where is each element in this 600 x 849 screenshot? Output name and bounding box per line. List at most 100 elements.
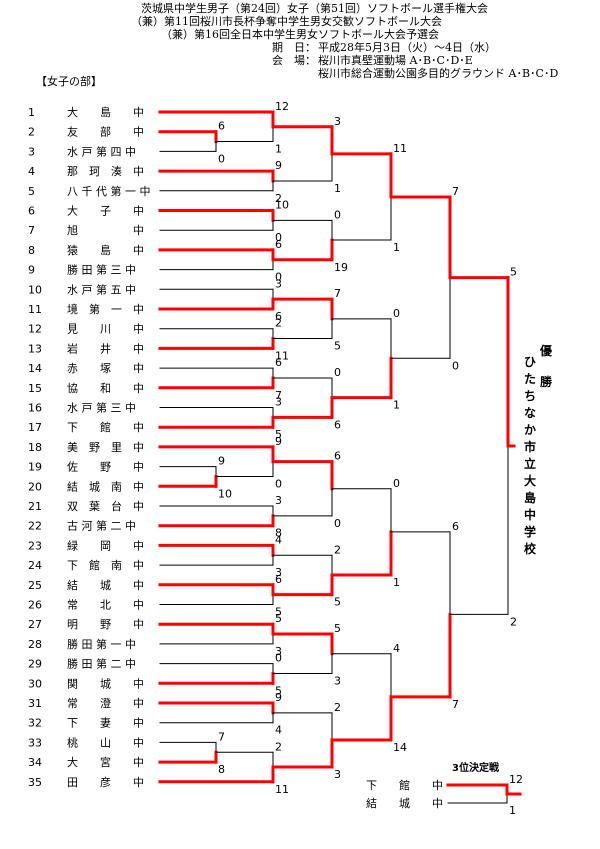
score-label: 1 [393, 399, 400, 412]
team-name: 水 戸 第 四 中 [67, 144, 136, 158]
third-place-team: 下 館 中 [366, 778, 443, 792]
team-number: 1 [28, 106, 35, 119]
team-name: 桃 山 中 [67, 735, 144, 749]
team-name: 佐 野 中 [67, 460, 144, 474]
score-label: 4 [275, 533, 282, 546]
team-number: 9 [28, 264, 35, 277]
score-label: 2 [275, 192, 282, 205]
team-number: 6 [28, 205, 35, 218]
score-label: 12 [275, 100, 289, 113]
score-label: 6 [275, 356, 282, 369]
score-label: 11 [393, 142, 407, 155]
score-label: 2 [334, 701, 341, 714]
team-name: 常 北 中 [67, 599, 144, 612]
team-number: 34 [28, 756, 42, 769]
team-name: 境 第 一 中 [67, 302, 144, 316]
score-label: 0 [218, 152, 225, 165]
score-label: 0 [393, 307, 400, 320]
team-number: 14 [28, 362, 42, 375]
team-name: 岩 井 中 [67, 341, 144, 355]
third-place-title: 3位決定戦 [452, 761, 500, 774]
score-label: 1 [509, 804, 516, 817]
champion-name-char: な [524, 406, 536, 420]
score-label: 9 [218, 455, 225, 468]
team-name: 水 戸 第 三 中 [67, 401, 136, 415]
score-label: 3 [334, 768, 341, 781]
team-number: 4 [28, 165, 35, 178]
team-number: 28 [28, 638, 42, 651]
team-name: 下 館 中 [67, 420, 144, 434]
score-label: 6 [275, 573, 282, 586]
score-label: 7 [218, 730, 225, 743]
team-number: 21 [28, 500, 42, 513]
score-label: 5 [510, 266, 517, 279]
score-label: 3 [334, 674, 341, 687]
score-label: 0 [393, 477, 400, 490]
period-value: 平成28年5月3日（火）～4日（水） [318, 41, 496, 54]
venue-line-2: 桜川市総合運動公園多目的グラウンド A･B･C･D [318, 67, 559, 80]
score-label: 2 [334, 543, 341, 556]
score-label: 11 [275, 349, 289, 362]
score-label: 2 [275, 740, 282, 753]
team-number: 24 [28, 559, 42, 572]
team-number: 22 [28, 520, 42, 533]
team-number: 12 [28, 323, 42, 336]
score-label: 1 [393, 576, 400, 589]
champion-name-char: 島 [524, 490, 536, 505]
team-name: 勝 田 第 一 中 [67, 637, 136, 651]
score-label: 5 [275, 684, 282, 697]
team-name: 旭 中 [67, 223, 144, 237]
team-number: 15 [28, 382, 42, 395]
team-number: 20 [28, 480, 42, 493]
score-label: 5 [334, 622, 341, 635]
champion-name-char: か [524, 423, 536, 437]
team-name: 双 葉 台 中 [67, 499, 144, 513]
score-label: 8 [218, 763, 225, 776]
team-number: 32 [28, 717, 42, 730]
champion-name-char: ひ [524, 355, 536, 369]
score-label: 3 [275, 494, 282, 507]
team-name: 下 妻 中 [67, 717, 144, 730]
team-number: 29 [28, 658, 42, 671]
team-name: 緑 岡 中 [67, 538, 144, 552]
division-label: 【女子の部】 [36, 75, 102, 88]
score-label: 9 [275, 691, 282, 704]
score-label: 6 [334, 450, 341, 463]
venue-label: 会 場： [272, 54, 316, 67]
team-name: 大 島 中 [67, 105, 144, 119]
venue-line-1: 桜川市真壁運動場 A･B･C･D･E [318, 54, 473, 67]
score-label: 9 [275, 159, 282, 172]
third-place-team: 結 城 中 [366, 796, 443, 810]
score-label: 5 [275, 428, 282, 441]
champion-name-char: 市 [524, 439, 536, 454]
team-name: 那 珂 湊 中 [67, 164, 144, 178]
team-name: 友 部 中 [67, 125, 144, 139]
team-name: 結 城 南 中 [67, 479, 144, 493]
title-line-2: （兼）第11回桜川市長杯争奪中学生男女交歓ソフトボール大会 [131, 15, 442, 28]
champion-label: 勝 [540, 374, 553, 389]
score-label: 10 [275, 199, 289, 212]
score-label: 6 [334, 418, 341, 431]
team-number: 18 [28, 441, 42, 454]
team-name: 大 子 中 [67, 204, 144, 218]
score-label: 8 [275, 527, 282, 540]
team-name: 見 川 中 [67, 323, 144, 336]
score-label: 11 [275, 783, 289, 796]
team-number: 33 [28, 736, 42, 749]
score-label: 3 [275, 277, 282, 290]
score-label: 0 [275, 652, 282, 665]
team-number: 13 [28, 342, 42, 355]
team-name: 八 千 代 第 一 中 [67, 184, 150, 198]
period-label: 期 日： [272, 41, 316, 54]
score-label: 0 [275, 271, 282, 284]
team-number: 2 [28, 126, 35, 139]
score-label: 6 [218, 120, 225, 133]
score-label: 6 [275, 238, 282, 251]
team-name: 常 澄 中 [67, 696, 144, 710]
score-label: 7 [452, 185, 459, 198]
team-name: 美 野 里 中 [67, 441, 144, 454]
team-number: 17 [28, 421, 42, 434]
score-label: 0 [275, 231, 282, 244]
team-number: 23 [28, 539, 42, 552]
score-label: 5 [275, 612, 282, 625]
